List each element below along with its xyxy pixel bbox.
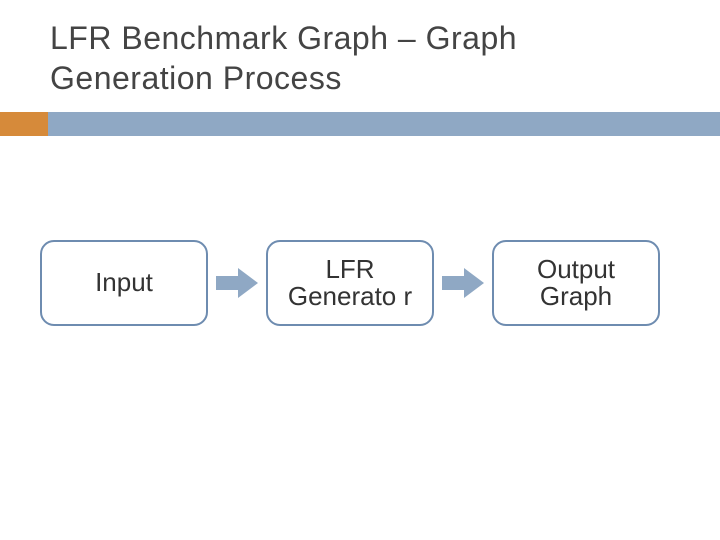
flow-node-generator: LFR Generato r [266,240,434,326]
flow-node-label: Input [95,269,153,296]
flow-node-input: Input [40,240,208,326]
slide-title: LFR Benchmark Graph – Graph Generation P… [50,18,680,98]
flow-node-label: Output Graph [500,256,652,311]
arrow-icon [434,268,492,298]
flow-row: Input LFR Generato r Output Graph [40,240,690,326]
accent-bar [0,112,48,136]
divider-bar [48,112,720,136]
flow-node-label: LFR Generato r [274,256,426,311]
slide: LFR Benchmark Graph – Graph Generation P… [0,0,720,540]
arrow-icon [208,268,266,298]
flow-node-output: Output Graph [492,240,660,326]
